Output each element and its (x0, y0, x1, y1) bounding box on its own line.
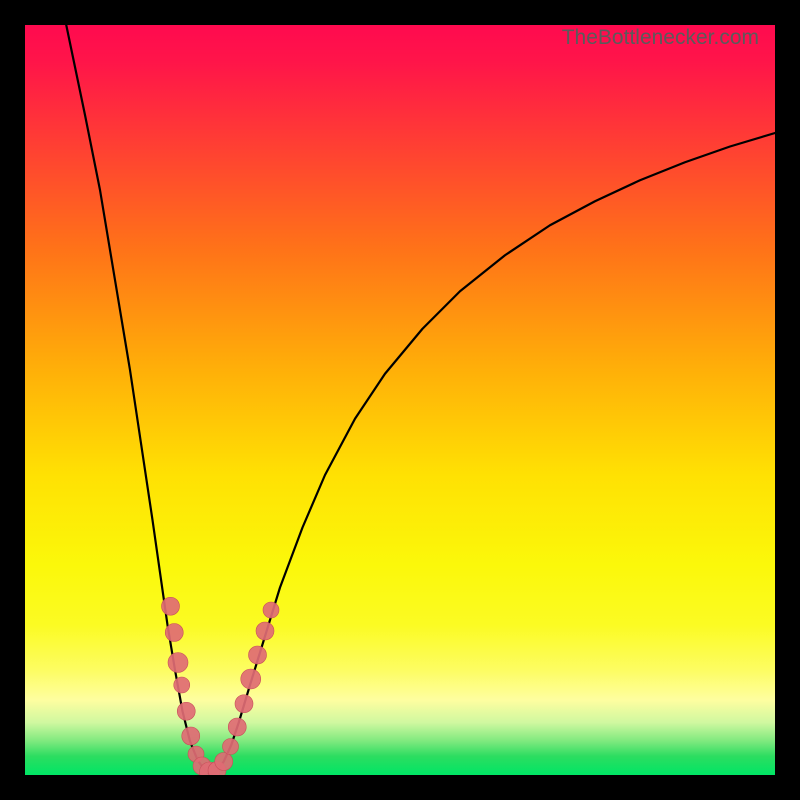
data-marker (177, 702, 195, 720)
data-marker (182, 727, 200, 745)
plot-area (25, 25, 775, 775)
data-marker (263, 602, 279, 618)
data-markers-group (162, 597, 280, 775)
curve-overlay (25, 25, 775, 775)
bottleneck-curve-left (66, 25, 210, 775)
watermark-text: TheBottlenecker.com (562, 26, 759, 50)
data-marker (241, 669, 261, 689)
data-marker (165, 624, 183, 642)
chart-frame: TheBottlenecker.com (0, 0, 800, 800)
data-marker (228, 718, 246, 736)
data-marker (256, 622, 274, 640)
data-marker (223, 739, 239, 755)
data-marker (168, 653, 188, 673)
data-marker (174, 677, 190, 693)
data-marker (215, 753, 233, 771)
data-marker (162, 597, 180, 615)
data-marker (249, 646, 267, 664)
data-marker (235, 695, 253, 713)
bottleneck-curve-right (210, 133, 775, 775)
